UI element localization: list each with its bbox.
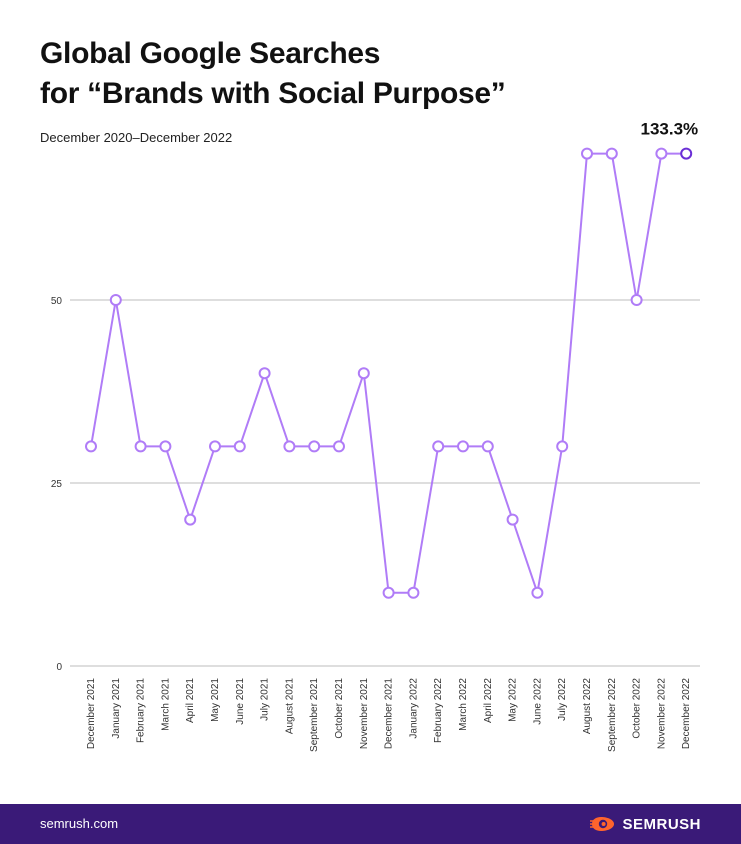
- data-point-24: [680, 147, 693, 160]
- line-chart: 0 25 50 December 2021 January 2021 February …: [51, 120, 700, 752]
- x-tick-label: August 2022: [582, 678, 593, 735]
- x-tick-label: July 2021: [260, 678, 271, 721]
- x-tick-label: December 2022: [681, 678, 692, 750]
- x-tick-label: July 2022: [557, 678, 568, 721]
- data-point-9: [308, 440, 321, 453]
- x-tick-label: May 2022: [508, 678, 519, 722]
- x-tick-label: November 2022: [656, 678, 667, 750]
- chart-title-line-1: Global Google Searches: [40, 37, 381, 70]
- x-tick-label: September 2022: [607, 678, 618, 752]
- x-tick-label: January 2021: [111, 678, 122, 739]
- series-line-layer: [90, 152, 687, 594]
- x-tick-label: May 2021: [210, 678, 221, 722]
- data-point-10: [333, 440, 345, 453]
- data-point-4: [184, 513, 197, 526]
- series-line: [90, 152, 687, 594]
- peak-annotation: 133.3%: [641, 120, 699, 139]
- x-tick-label: October 2022: [632, 678, 643, 739]
- data-point-0: [85, 440, 97, 453]
- data-point-20: [581, 147, 593, 160]
- x-tick-label: February 2021: [136, 678, 147, 743]
- x-tick-label: February 2022: [433, 678, 444, 743]
- y-tick-label: 25: [51, 479, 63, 490]
- chart-title-line-2: for “Brands with Social Purpose”: [40, 77, 506, 110]
- data-point-5: [209, 440, 221, 453]
- semrush-wordmark: SEMRUSH: [622, 815, 701, 833]
- data-point-16: [481, 440, 494, 453]
- y-tick-label: 0: [56, 662, 62, 673]
- chart-title: Global Google Searches for “Brands with …: [40, 34, 506, 114]
- data-point-14: [432, 440, 445, 453]
- footer-bar: semrush.com SEMRUSH: [0, 804, 741, 844]
- x-tick-label: August 2021: [284, 678, 295, 735]
- data-point-15: [457, 440, 469, 453]
- data-point-layer: [85, 147, 693, 599]
- y-tick-label: 50: [51, 296, 63, 307]
- x-tick-label: June 2021: [235, 678, 246, 725]
- x-tick-label: June 2022: [532, 678, 543, 725]
- data-point-12: [382, 586, 395, 599]
- x-tick-label: December 2021: [384, 678, 395, 750]
- chart-subtitle: December 2020–December 2022: [40, 130, 233, 145]
- x-tick-label: December 2021: [86, 678, 97, 750]
- grid-layer: [70, 299, 700, 667]
- data-point-3: [159, 440, 172, 453]
- data-point-22: [630, 294, 643, 306]
- x-tick-label: April 2021: [185, 678, 196, 723]
- data-point-23: [655, 147, 668, 160]
- data-point-13: [407, 586, 420, 599]
- x-tick-label: September 2021: [309, 678, 320, 752]
- x-tick-label: March 2022: [458, 678, 469, 731]
- semrush-flame-icon: [590, 817, 615, 831]
- data-point-2: [134, 440, 147, 453]
- data-point-21: [605, 147, 618, 160]
- x-tick-label: January 2022: [408, 678, 419, 739]
- x-tick-label: November 2021: [359, 678, 370, 750]
- x-tick-layer: December 2021 January 2021 February 2021 Ma…: [86, 678, 692, 752]
- data-point-1: [109, 294, 122, 306]
- data-point-7: [258, 367, 271, 380]
- data-point-18: [531, 586, 544, 599]
- x-tick-label: April 2022: [483, 678, 494, 723]
- data-point-8: [283, 440, 296, 453]
- data-point-19: [556, 440, 569, 453]
- x-tick-label: March 2021: [160, 678, 171, 731]
- data-point-11: [357, 367, 370, 380]
- footer-site-link[interactable]: semrush.com: [40, 816, 119, 831]
- semrush-logo: SEMRUSH: [590, 813, 701, 835]
- data-point-17: [506, 513, 519, 526]
- y-tick-layer: 0 25 50: [51, 296, 63, 673]
- data-point-6: [233, 440, 246, 453]
- x-tick-label: October 2021: [334, 678, 345, 739]
